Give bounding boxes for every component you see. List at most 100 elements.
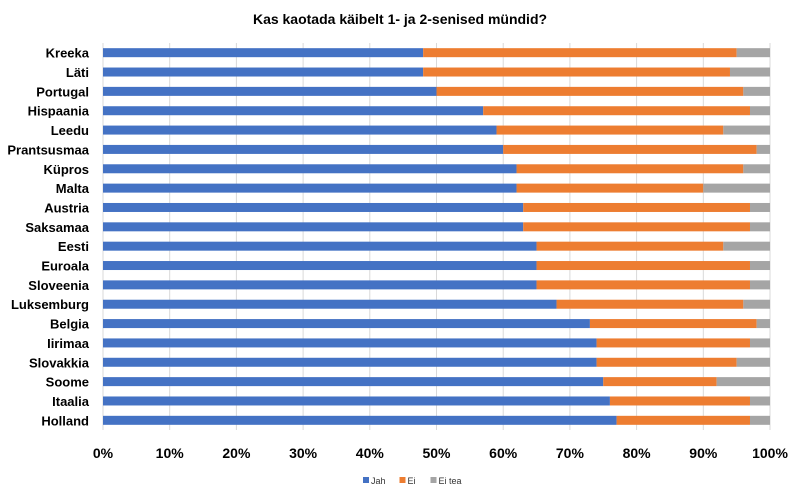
- bar-ei: [496, 125, 724, 135]
- bar-ei-tea: [749, 202, 770, 212]
- bar-jah: [103, 202, 524, 212]
- legend-label: Ei tea: [439, 476, 462, 486]
- category-label: Läti: [66, 65, 89, 80]
- bar-ei-tea: [756, 319, 770, 329]
- x-tick-label: 100%: [752, 445, 788, 461]
- bar-ei: [536, 241, 724, 251]
- bar-ei: [516, 183, 704, 193]
- bar-ei: [423, 48, 737, 58]
- bar-jah: [103, 261, 537, 271]
- category-label: Austria: [44, 200, 90, 215]
- bar-jah: [103, 319, 590, 329]
- category-label: Iirimaa: [47, 336, 90, 351]
- legend-label: Ei: [408, 476, 416, 486]
- x-tick-label: 30%: [289, 445, 318, 461]
- bar-ei-tea: [749, 338, 770, 348]
- x-tick-label: 10%: [156, 445, 185, 461]
- bar-ei: [516, 164, 744, 174]
- bar-ei: [609, 396, 750, 406]
- category-label: Malta: [56, 181, 90, 196]
- bar-ei-tea: [749, 106, 770, 116]
- bar-ei-tea: [756, 144, 770, 154]
- bar-ei: [423, 67, 730, 77]
- bar-jah: [103, 125, 497, 135]
- bar-ei: [616, 415, 750, 425]
- bar-jah: [103, 67, 424, 77]
- bar-jah: [103, 183, 517, 193]
- bar-jah: [103, 338, 597, 348]
- bar-ei-tea: [743, 299, 770, 309]
- legend-swatch: [399, 477, 406, 483]
- x-tick-label: 80%: [623, 445, 652, 461]
- category-label: Slovakkia: [29, 355, 90, 370]
- bar-ei-tea: [729, 67, 770, 77]
- bar-ei: [603, 377, 717, 387]
- bar-ei-tea: [743, 164, 770, 174]
- x-tick-label: 70%: [556, 445, 585, 461]
- category-label: Belgia: [50, 317, 90, 332]
- category-label: Kreeka: [46, 46, 90, 61]
- bar-jah: [103, 48, 424, 58]
- legend-label: Jah: [371, 476, 386, 486]
- category-label: Prantsusmaa: [7, 142, 89, 157]
- bar-ei-tea: [749, 261, 770, 271]
- bar-ei: [589, 319, 757, 329]
- bar-ei-tea: [723, 125, 770, 135]
- bar-jah: [103, 299, 557, 309]
- x-tick-label: 60%: [489, 445, 518, 461]
- bar-jah: [103, 377, 604, 387]
- bar-ei-tea: [703, 183, 770, 193]
- legend-swatch: [430, 477, 437, 483]
- bar-jah: [103, 86, 437, 96]
- x-tick-label: 20%: [222, 445, 251, 461]
- bar-ei-tea: [749, 280, 770, 290]
- x-tick-label: 40%: [356, 445, 385, 461]
- bar-ei: [523, 222, 750, 232]
- category-label: Leedu: [51, 123, 89, 138]
- bar-ei: [483, 106, 750, 116]
- bar-jah: [103, 241, 537, 251]
- bar-ei: [596, 338, 750, 348]
- bar-ei-tea: [749, 222, 770, 232]
- bar-ei-tea: [716, 377, 770, 387]
- category-label: Euroala: [41, 259, 89, 274]
- category-label: Saksamaa: [25, 220, 89, 235]
- bar-jah: [103, 357, 597, 367]
- bar-ei: [436, 86, 744, 96]
- x-tick-label: 90%: [689, 445, 718, 461]
- category-label: Holland: [41, 413, 89, 428]
- bar-ei-tea: [736, 48, 770, 58]
- bar-ei: [536, 261, 750, 271]
- x-tick-label: 50%: [422, 445, 451, 461]
- bar-ei-tea: [749, 415, 770, 425]
- bar-ei: [523, 202, 750, 212]
- legend-swatch: [363, 477, 369, 483]
- bar-ei: [536, 280, 750, 290]
- bar-ei: [503, 144, 757, 154]
- bar-ei-tea: [749, 396, 770, 406]
- bar-jah: [103, 280, 537, 290]
- category-label: Eesti: [58, 239, 89, 254]
- category-label: Küpros: [44, 162, 90, 177]
- chart-title: Kas kaotada käibelt 1- ja 2-senised münd…: [253, 11, 547, 27]
- bar-jah: [103, 415, 617, 425]
- bar-ei-tea: [723, 241, 770, 251]
- category-label: Itaalia: [52, 394, 90, 409]
- category-label: Portugal: [36, 84, 89, 99]
- bar-ei: [556, 299, 744, 309]
- bar-jah: [103, 222, 524, 232]
- bar-ei-tea: [736, 357, 770, 367]
- bar-jah: [103, 106, 484, 116]
- bar-ei-tea: [743, 86, 770, 96]
- bar-jah: [103, 396, 610, 406]
- x-tick-label: 0%: [93, 445, 114, 461]
- bar-jah: [103, 144, 504, 154]
- category-label: Luksemburg: [11, 297, 89, 312]
- bar-jah: [103, 164, 517, 174]
- category-label: Hispaania: [28, 104, 90, 119]
- category-label: Soome: [46, 375, 89, 390]
- bar-ei: [596, 357, 737, 367]
- category-label: Sloveenia: [28, 278, 89, 293]
